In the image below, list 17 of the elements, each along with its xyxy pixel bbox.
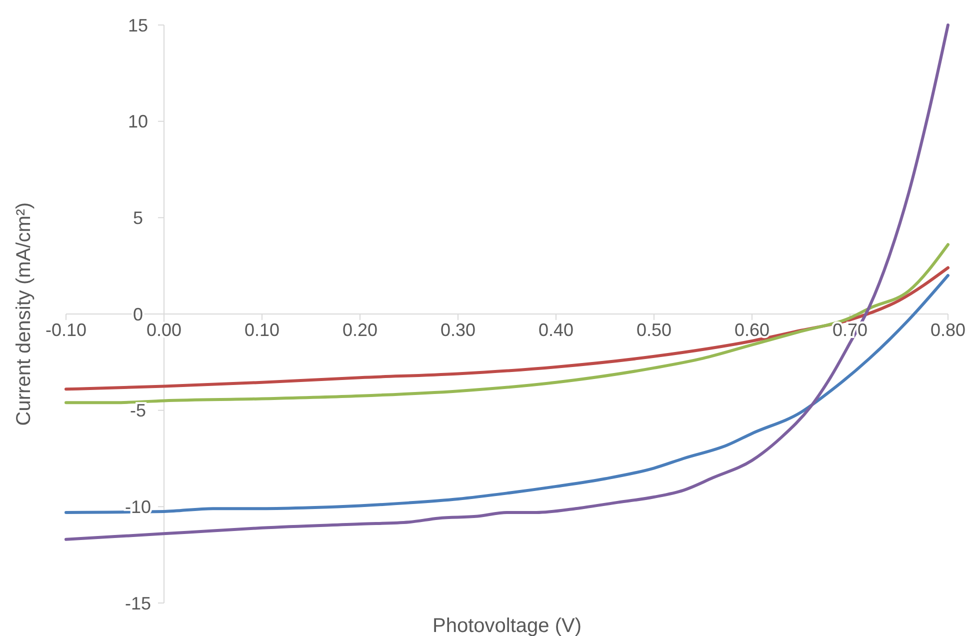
x-tick-label: 0.50 (636, 320, 672, 340)
x-tick-label: 0.60 (734, 320, 770, 340)
x-tick-label: 0.00 (146, 320, 182, 340)
y-tick-label: -15 (124, 593, 152, 614)
y-tick-label: 10 (128, 112, 148, 132)
y-tick-label: 15 (128, 15, 148, 36)
x-tick-label: 0.30 (440, 320, 476, 340)
x-tick-label: 0.10 (244, 320, 280, 340)
x-tick-label: 0.20 (342, 320, 378, 340)
x-tick-label: -0.10 (45, 320, 87, 340)
x-tick-label: 0.40 (538, 320, 574, 340)
y-tick-label: 0 (132, 304, 144, 324)
y-tick-label: 5 (132, 208, 144, 228)
x-axis-title: Photovoltage (V) (432, 615, 582, 636)
y-tick-label: -5 (130, 400, 146, 421)
x-tick-label: 0.80 (930, 320, 966, 340)
y-axis-title: Current density (mA/cm²) (13, 202, 35, 426)
